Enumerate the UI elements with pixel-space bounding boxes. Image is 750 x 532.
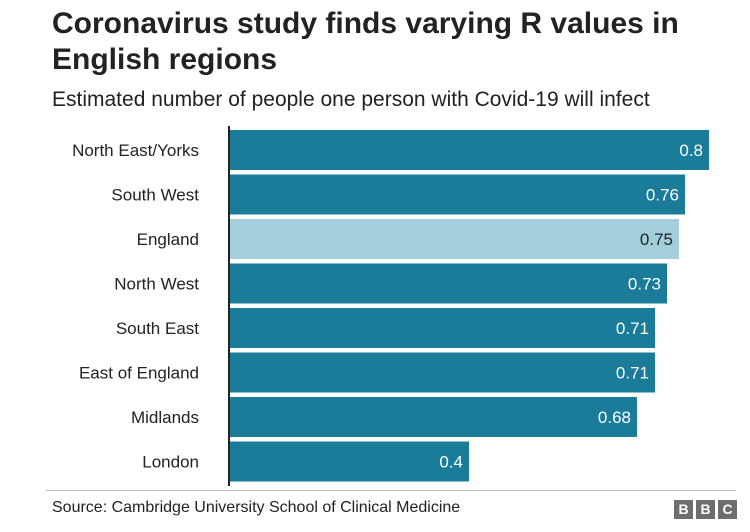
footer-divider <box>46 490 736 491</box>
bar <box>229 352 655 393</box>
category-label: East of England <box>79 364 199 383</box>
bbc-logo-letter: B <box>696 500 715 519</box>
bar <box>229 397 637 437</box>
data-label: 0.68 <box>598 408 631 427</box>
category-label: Midlands <box>131 408 199 427</box>
chart-title: Coronavirus study finds varying R values… <box>52 7 679 76</box>
bar <box>229 263 667 304</box>
category-label: North West <box>114 275 199 294</box>
data-label: 0.71 <box>616 319 649 338</box>
bar <box>229 174 685 215</box>
data-label: 0.4 <box>439 453 463 472</box>
bar <box>229 441 469 482</box>
category-label: South West <box>111 186 199 205</box>
data-label: 0.75 <box>640 230 673 249</box>
bar <box>229 219 679 259</box>
category-label: England <box>137 230 199 249</box>
bar-chart: North East/Yorks 0.8 South West 0.76 England… <box>72 126 709 486</box>
category-label: South East <box>116 319 199 338</box>
chart-subtitle: Estimated number of people one person wi… <box>52 88 650 111</box>
bbc-logo-letter: B <box>674 500 693 519</box>
source-note: Source: Cambridge University School of C… <box>52 499 461 516</box>
data-label: 0.73 <box>628 275 661 294</box>
data-label: 0.76 <box>646 186 679 205</box>
bbc-logo: B B C <box>674 500 737 519</box>
category-label: North East/Yorks <box>72 141 199 160</box>
bar <box>229 130 709 170</box>
category-label: London <box>142 453 199 472</box>
data-label: 0.71 <box>616 364 649 383</box>
bbc-logo-letter: C <box>718 500 737 519</box>
bar <box>229 308 655 348</box>
data-label: 0.8 <box>679 141 703 160</box>
